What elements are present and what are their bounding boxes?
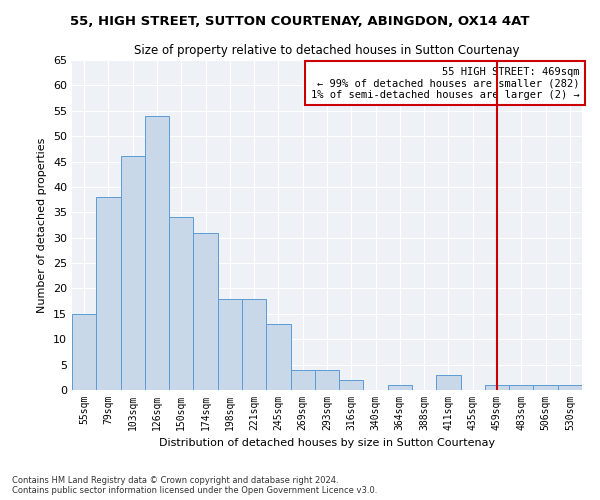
Y-axis label: Number of detached properties: Number of detached properties [37, 138, 47, 312]
Bar [388, 385, 412, 390]
Bar [145, 116, 169, 390]
Bar [242, 298, 266, 390]
Text: Contains HM Land Registry data © Crown copyright and database right 2024.
Contai: Contains HM Land Registry data © Crown c… [12, 476, 377, 495]
Bar [558, 385, 582, 390]
Bar [339, 380, 364, 390]
Bar [315, 370, 339, 390]
Text: 55, HIGH STREET, SUTTON COURTENAY, ABINGDON, OX14 4AT: 55, HIGH STREET, SUTTON COURTENAY, ABING… [70, 15, 530, 28]
Title: Size of property relative to detached houses in Sutton Courtenay: Size of property relative to detached ho… [134, 44, 520, 58]
Bar [121, 156, 145, 390]
X-axis label: Distribution of detached houses by size in Sutton Courtenay: Distribution of detached houses by size … [159, 438, 495, 448]
Bar [509, 385, 533, 390]
Text: 55 HIGH STREET: 469sqm
← 99% of detached houses are smaller (282)
1% of semi-det: 55 HIGH STREET: 469sqm ← 99% of detached… [311, 66, 580, 100]
Bar [72, 314, 96, 390]
Bar [533, 385, 558, 390]
Bar [485, 385, 509, 390]
Bar [193, 232, 218, 390]
Bar [218, 298, 242, 390]
Bar [266, 324, 290, 390]
Bar [290, 370, 315, 390]
Bar [436, 375, 461, 390]
Bar [96, 197, 121, 390]
Bar [169, 218, 193, 390]
